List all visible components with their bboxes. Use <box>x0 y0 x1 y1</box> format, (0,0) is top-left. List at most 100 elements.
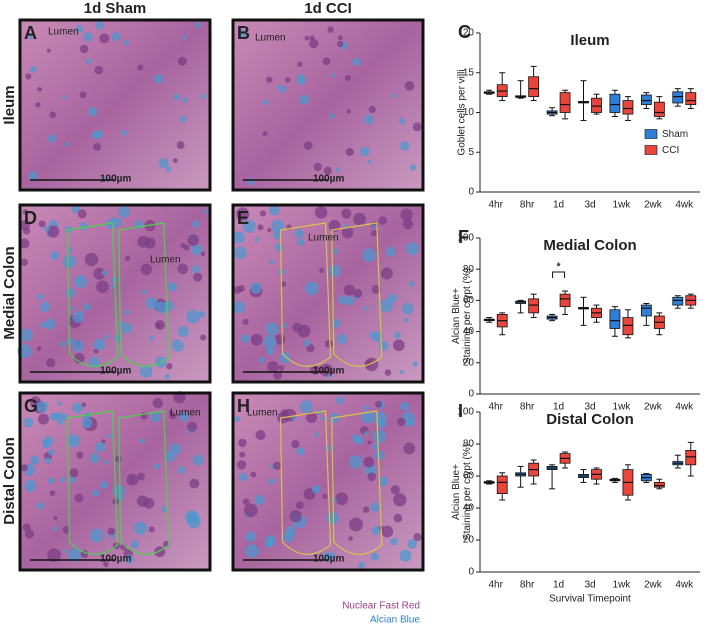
chart-title: Distal Colon <box>546 411 634 428</box>
y-tick-label: 60 <box>463 471 475 482</box>
cell <box>403 442 416 455</box>
cell <box>19 238 30 249</box>
y-tick-label: 20 <box>463 28 475 39</box>
cell <box>409 164 417 171</box>
cell <box>327 373 332 379</box>
cell <box>257 224 264 231</box>
scale-label: 100µm <box>313 554 344 565</box>
cell <box>391 93 397 98</box>
y-tick-label: 100 <box>457 233 474 244</box>
row-header: Ileum <box>1 85 18 124</box>
cell <box>371 525 381 535</box>
cell <box>399 549 412 562</box>
cell <box>72 402 83 414</box>
cell <box>374 450 385 461</box>
cell <box>242 498 250 506</box>
cell <box>268 478 275 485</box>
cell <box>91 489 100 497</box>
y-tick-label: 40 <box>463 326 475 337</box>
cell <box>154 546 166 558</box>
cell <box>262 99 269 106</box>
cell <box>254 494 265 506</box>
cell <box>255 430 266 441</box>
cell <box>37 293 44 301</box>
cell <box>182 35 187 40</box>
cell <box>238 472 248 482</box>
x-tick-label: 1d <box>553 580 564 591</box>
cell <box>81 417 93 429</box>
x-tick-label: 1d <box>553 200 564 211</box>
cell <box>237 29 247 39</box>
cell <box>121 130 127 136</box>
cell <box>372 429 386 443</box>
cell <box>400 208 413 221</box>
box <box>653 101 665 117</box>
cell <box>66 288 76 298</box>
x-tick-label: 8hr <box>520 580 535 591</box>
panel-letter: B <box>237 23 250 43</box>
box <box>528 298 540 314</box>
cell <box>413 533 422 542</box>
cell <box>392 339 405 352</box>
cell <box>104 460 109 465</box>
x-tick-label: 1wk <box>613 200 632 211</box>
box <box>609 309 621 329</box>
cell <box>72 340 84 352</box>
panel-border <box>18 18 212 192</box>
cell <box>305 411 318 424</box>
cell <box>62 526 71 534</box>
cell <box>193 272 203 282</box>
cell <box>367 440 372 445</box>
panel-letter: G <box>24 396 38 416</box>
cell <box>30 65 37 73</box>
cell <box>109 217 115 223</box>
cell <box>89 453 100 464</box>
cell <box>328 264 342 278</box>
cell <box>234 246 247 260</box>
x-tick-label: 2wk <box>644 402 663 413</box>
cell <box>390 537 398 546</box>
cell <box>194 22 202 29</box>
cell <box>358 561 365 569</box>
cell <box>250 471 257 478</box>
cell <box>384 369 392 376</box>
cell <box>91 130 100 140</box>
cell <box>401 302 414 315</box>
cell <box>62 255 77 269</box>
cell <box>198 310 206 318</box>
cell <box>294 228 304 239</box>
cell <box>233 286 242 294</box>
cell <box>75 24 84 33</box>
cell <box>263 335 277 349</box>
cell <box>336 333 348 345</box>
cell <box>283 531 295 543</box>
cell <box>20 258 28 266</box>
x-tick-label: 4wk <box>675 580 694 591</box>
cell <box>304 35 310 41</box>
cell <box>378 216 388 225</box>
cell <box>79 222 88 231</box>
cell <box>380 267 393 280</box>
y-tick-label: 80 <box>463 264 475 275</box>
cell <box>79 44 89 54</box>
cell <box>177 466 186 475</box>
y-tick-label: 100 <box>457 407 474 418</box>
cell <box>363 430 369 436</box>
column-header: 1d Sham <box>84 0 147 17</box>
cell <box>234 416 241 422</box>
cell <box>115 455 122 463</box>
cell <box>348 455 363 469</box>
cell <box>47 548 61 562</box>
x-axis-label: Survival Timepoint <box>549 594 631 605</box>
cell <box>200 251 206 257</box>
cell <box>371 284 381 294</box>
cell <box>289 510 302 523</box>
cell <box>93 338 106 351</box>
cell <box>295 501 304 510</box>
panel-border <box>231 203 425 384</box>
scale-label: 100µm <box>100 554 131 565</box>
crypt-outline <box>279 222 332 367</box>
crypt-outline <box>118 410 170 555</box>
cell <box>349 517 363 532</box>
